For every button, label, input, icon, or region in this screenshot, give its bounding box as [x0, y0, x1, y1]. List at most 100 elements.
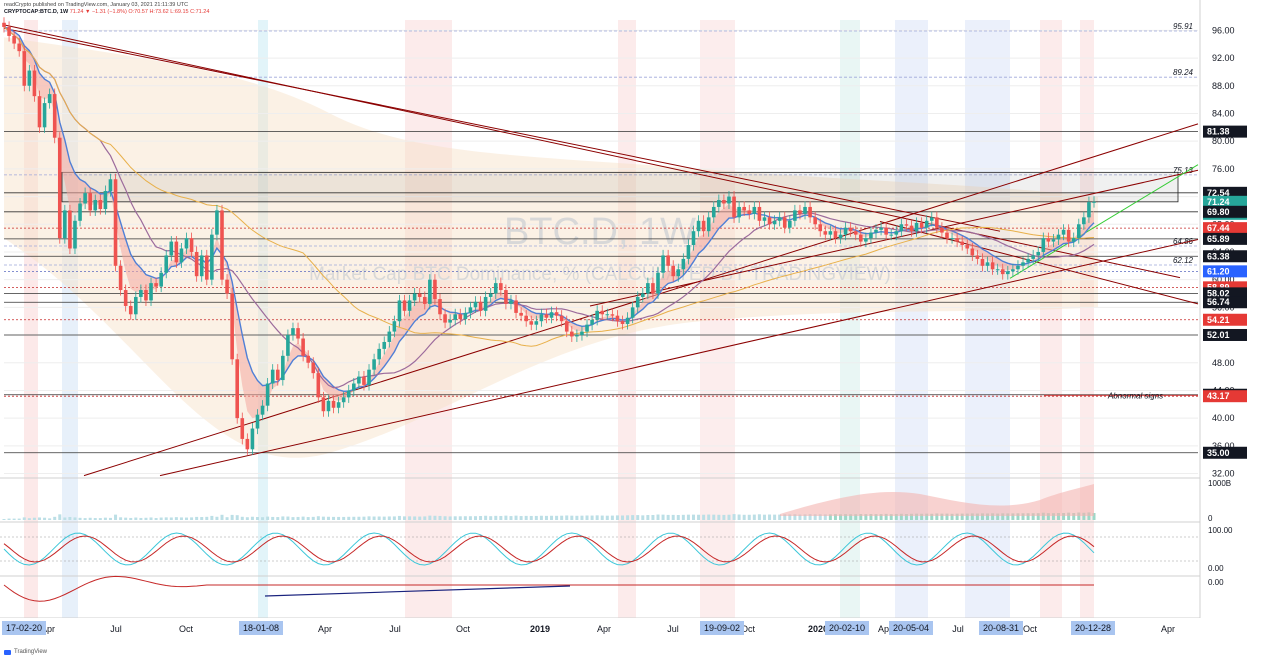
volume-bar	[7, 518, 11, 520]
candle	[215, 210, 219, 235]
candle	[529, 321, 534, 325]
volume-bar	[1016, 513, 1020, 520]
candle	[443, 314, 447, 323]
candle	[113, 179, 118, 266]
trend-line-4	[589, 169, 1199, 307]
volume-bar	[717, 514, 721, 520]
indicator-tick-0: 1000B	[1208, 479, 1231, 488]
volume-bar	[509, 516, 513, 520]
volume-bar	[686, 514, 690, 520]
date-badge-6	[1071, 621, 1115, 635]
candle	[1076, 224, 1081, 239]
time-axis: AprJulOct2018AprJulOct2019AprJulOct2020A…	[0, 618, 1280, 638]
date-badge-label-5: 20-08-31	[983, 623, 1019, 633]
price-badge-label-8: 61.20	[1207, 266, 1230, 276]
candle	[823, 231, 828, 235]
candle	[717, 200, 721, 207]
candle	[412, 293, 417, 301]
volume-bar	[747, 514, 751, 520]
candle	[884, 227, 888, 235]
watermark-description: Market Cap BTC Dominance, % (CALCULATED …	[309, 264, 891, 285]
volume-bar	[925, 513, 929, 520]
candle	[661, 255, 665, 273]
candle	[869, 232, 873, 239]
date-badge-0	[2, 621, 46, 635]
candle	[514, 300, 518, 313]
date-badge-label-6: 20-12-28	[1075, 623, 1111, 633]
trend-line-5	[879, 221, 1199, 305]
candle	[260, 405, 265, 415]
candle	[255, 414, 260, 429]
volume-bar	[514, 515, 518, 520]
volume-bar	[1036, 513, 1040, 520]
candle	[493, 283, 498, 294]
volume-bar	[149, 517, 153, 520]
candle	[767, 217, 772, 225]
candle	[635, 296, 640, 308]
candle	[575, 335, 579, 337]
candle	[235, 359, 240, 419]
candle	[960, 241, 964, 246]
candle	[1092, 201, 1096, 203]
volume-bar	[1051, 513, 1055, 520]
candle	[615, 315, 620, 322]
indicator-tick-2: 100.00	[1208, 526, 1233, 535]
date-badge-2	[700, 621, 744, 635]
candle	[843, 227, 848, 235]
price-badge-label-12: 54.21	[1207, 315, 1230, 325]
volume-bar	[788, 514, 792, 520]
candle	[73, 220, 77, 249]
price-badge-2	[1203, 195, 1247, 208]
volume-bar	[413, 516, 417, 520]
candle	[1026, 258, 1030, 263]
volume-bar	[697, 514, 701, 520]
candle	[316, 373, 321, 398]
candle	[210, 234, 214, 280]
volume-bar	[854, 514, 858, 520]
candle	[711, 206, 716, 218]
candle	[473, 301, 478, 308]
candle	[478, 301, 483, 311]
volume-bar	[565, 515, 569, 520]
volume-bar	[808, 514, 812, 520]
candle	[321, 397, 326, 412]
footer: TradingView	[4, 649, 47, 655]
date-badge-label-2: 19-09-02	[704, 623, 740, 633]
volume-bar	[271, 516, 275, 520]
price-badge-label-15: 43.17	[1207, 391, 1230, 401]
date-badge-label-1: 18-01-08	[243, 623, 279, 633]
price-badge-label-10: 58.02	[1207, 288, 1230, 298]
candle	[950, 238, 954, 240]
volume-bar	[631, 515, 635, 520]
candle	[762, 217, 767, 221]
x-tick-label-4: Apr	[318, 624, 332, 634]
candle	[453, 314, 458, 320]
candle	[326, 400, 331, 412]
candle	[108, 179, 113, 192]
stoch-k-line	[3, 532, 1095, 566]
candle	[701, 220, 706, 232]
volume-bar	[367, 516, 371, 520]
volume-bar	[752, 514, 756, 520]
volume-bar	[661, 514, 665, 520]
candle	[985, 262, 990, 266]
volume-bar	[463, 516, 467, 520]
volume-bar	[443, 516, 447, 520]
date-badge-label-0: 17-02-20	[6, 623, 42, 633]
candle	[879, 227, 883, 230]
volume-bar	[1062, 512, 1066, 520]
volume-bar	[970, 513, 974, 520]
volume-bar	[742, 514, 746, 520]
volume-bar	[626, 515, 630, 520]
price-badge-label-13: 52.01	[1207, 330, 1230, 340]
volume-bar	[473, 516, 477, 520]
trend-line-1	[3, 27, 1001, 232]
candle	[864, 238, 868, 242]
watermark-symbol: BTC.D, 1W	[504, 211, 696, 253]
volume-bar	[387, 516, 391, 520]
candle	[640, 293, 645, 297]
volume-bar	[403, 516, 407, 520]
volume-bar	[1011, 513, 1015, 520]
candle	[1021, 262, 1025, 266]
